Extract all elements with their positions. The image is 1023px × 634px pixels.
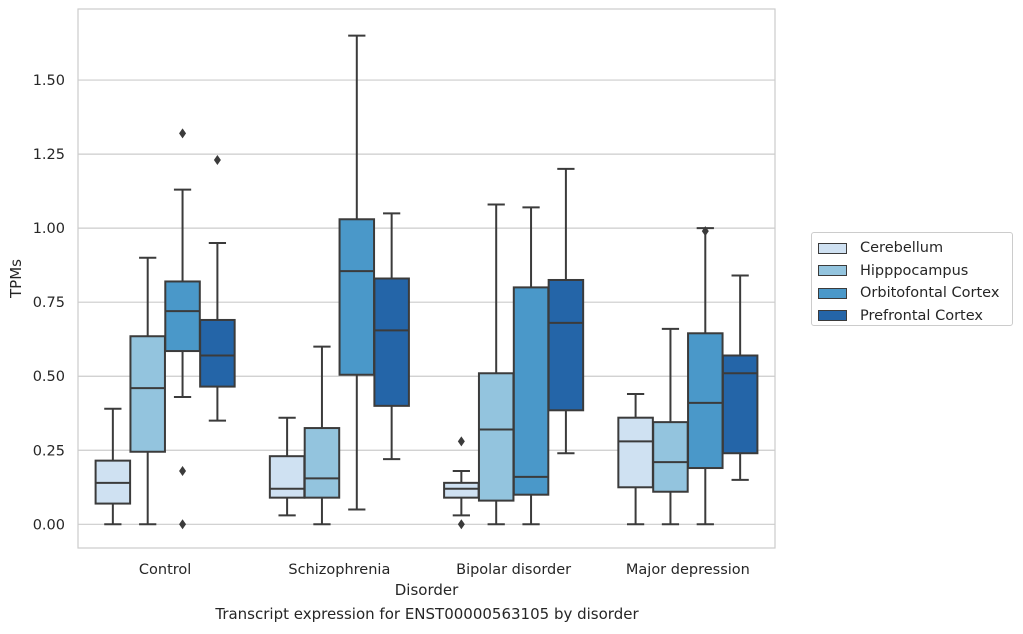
y-axis-label: TPMs bbox=[7, 259, 25, 299]
legend-item: Orbitofontal Cortex bbox=[818, 282, 1012, 305]
legend-swatch bbox=[818, 265, 847, 277]
x-axis-ticks: Control Schizophrenia Bipolar disorder Majo… bbox=[139, 562, 750, 578]
box-prefrontal-cortex-0 bbox=[199, 155, 236, 422]
box bbox=[443, 481, 480, 499]
box bbox=[547, 278, 585, 412]
outlier-point bbox=[179, 128, 187, 139]
y-tick-label: 1.50 bbox=[33, 73, 65, 89]
box-hipppocampus-1 bbox=[303, 345, 341, 526]
chart-caption: Transcript expression for ENST0000056310… bbox=[215, 605, 639, 623]
box bbox=[199, 318, 236, 388]
y-tick-label: 0.25 bbox=[33, 443, 65, 459]
legend-swatch bbox=[818, 310, 847, 322]
plot-frame bbox=[77, 8, 776, 549]
box bbox=[164, 280, 201, 353]
outlier-point bbox=[457, 519, 465, 530]
outlier-point bbox=[701, 226, 709, 237]
x-tick-label: Bipolar disorder bbox=[456, 562, 571, 578]
outlier-point bbox=[213, 155, 221, 166]
y-tick-label: 0.00 bbox=[33, 517, 65, 533]
box bbox=[477, 372, 515, 502]
x-tick-label: Major depression bbox=[626, 562, 750, 578]
box-cerebellum-2 bbox=[443, 436, 480, 530]
outlier-point bbox=[179, 466, 187, 476]
box bbox=[512, 286, 550, 496]
box bbox=[721, 354, 759, 455]
legend-label: Hipppocampus bbox=[860, 262, 969, 279]
box-cerebellum-1 bbox=[268, 416, 306, 517]
legend-label: Prefrontal Cortex bbox=[860, 307, 983, 324]
x-axis-label: Disorder bbox=[395, 581, 459, 599]
legend-item: Prefrontal Cortex bbox=[818, 305, 1012, 328]
box-cerebellum-0 bbox=[94, 407, 132, 526]
box-orbitofontal-cortex-3 bbox=[687, 226, 724, 526]
legend: Cerebellum Hipppocampus Orbitofontal Corte… bbox=[811, 232, 1013, 326]
y-axis-ticks: 0.00 0.25 0.50 0.75 1.00 1.25 1.50 bbox=[33, 73, 65, 533]
box-hipppocampus-0 bbox=[129, 256, 166, 526]
box-cerebellum-3 bbox=[617, 393, 654, 526]
box-prefrontal-cortex-2 bbox=[547, 167, 585, 455]
box bbox=[338, 218, 376, 376]
y-tick-label: 1.25 bbox=[33, 147, 65, 163]
legend-item: Hipppocampus bbox=[818, 260, 1012, 283]
x-tick-label: Control bbox=[139, 562, 191, 578]
outlier-point bbox=[457, 436, 465, 447]
box bbox=[268, 455, 306, 499]
legend-label: Orbitofontal Cortex bbox=[860, 285, 1000, 302]
box bbox=[652, 421, 689, 493]
box bbox=[687, 332, 724, 470]
y-tick-label: 1.00 bbox=[33, 221, 65, 237]
x-tick-label: Schizophrenia bbox=[288, 562, 390, 578]
box-hipppocampus-2 bbox=[477, 203, 515, 526]
legend-swatch bbox=[818, 287, 847, 299]
box bbox=[373, 277, 410, 407]
box-orbitofontal-cortex-2 bbox=[512, 206, 550, 526]
box-orbitofontal-cortex-0 bbox=[164, 128, 201, 530]
box-series bbox=[94, 34, 759, 530]
box-hipppocampus-3 bbox=[652, 327, 689, 526]
legend-item: Cerebellum bbox=[818, 237, 1012, 260]
box-prefrontal-cortex-3 bbox=[721, 274, 759, 481]
box-orbitofontal-cortex-1 bbox=[338, 34, 376, 511]
box bbox=[617, 416, 654, 489]
box bbox=[129, 335, 166, 453]
legend-swatch bbox=[818, 242, 847, 254]
y-tick-label: 0.75 bbox=[33, 295, 65, 311]
legend-label: Cerebellum bbox=[860, 240, 944, 257]
box bbox=[303, 427, 341, 499]
box-prefrontal-cortex-1 bbox=[373, 212, 410, 461]
outlier-point bbox=[179, 519, 187, 530]
y-tick-label: 0.50 bbox=[33, 369, 65, 385]
